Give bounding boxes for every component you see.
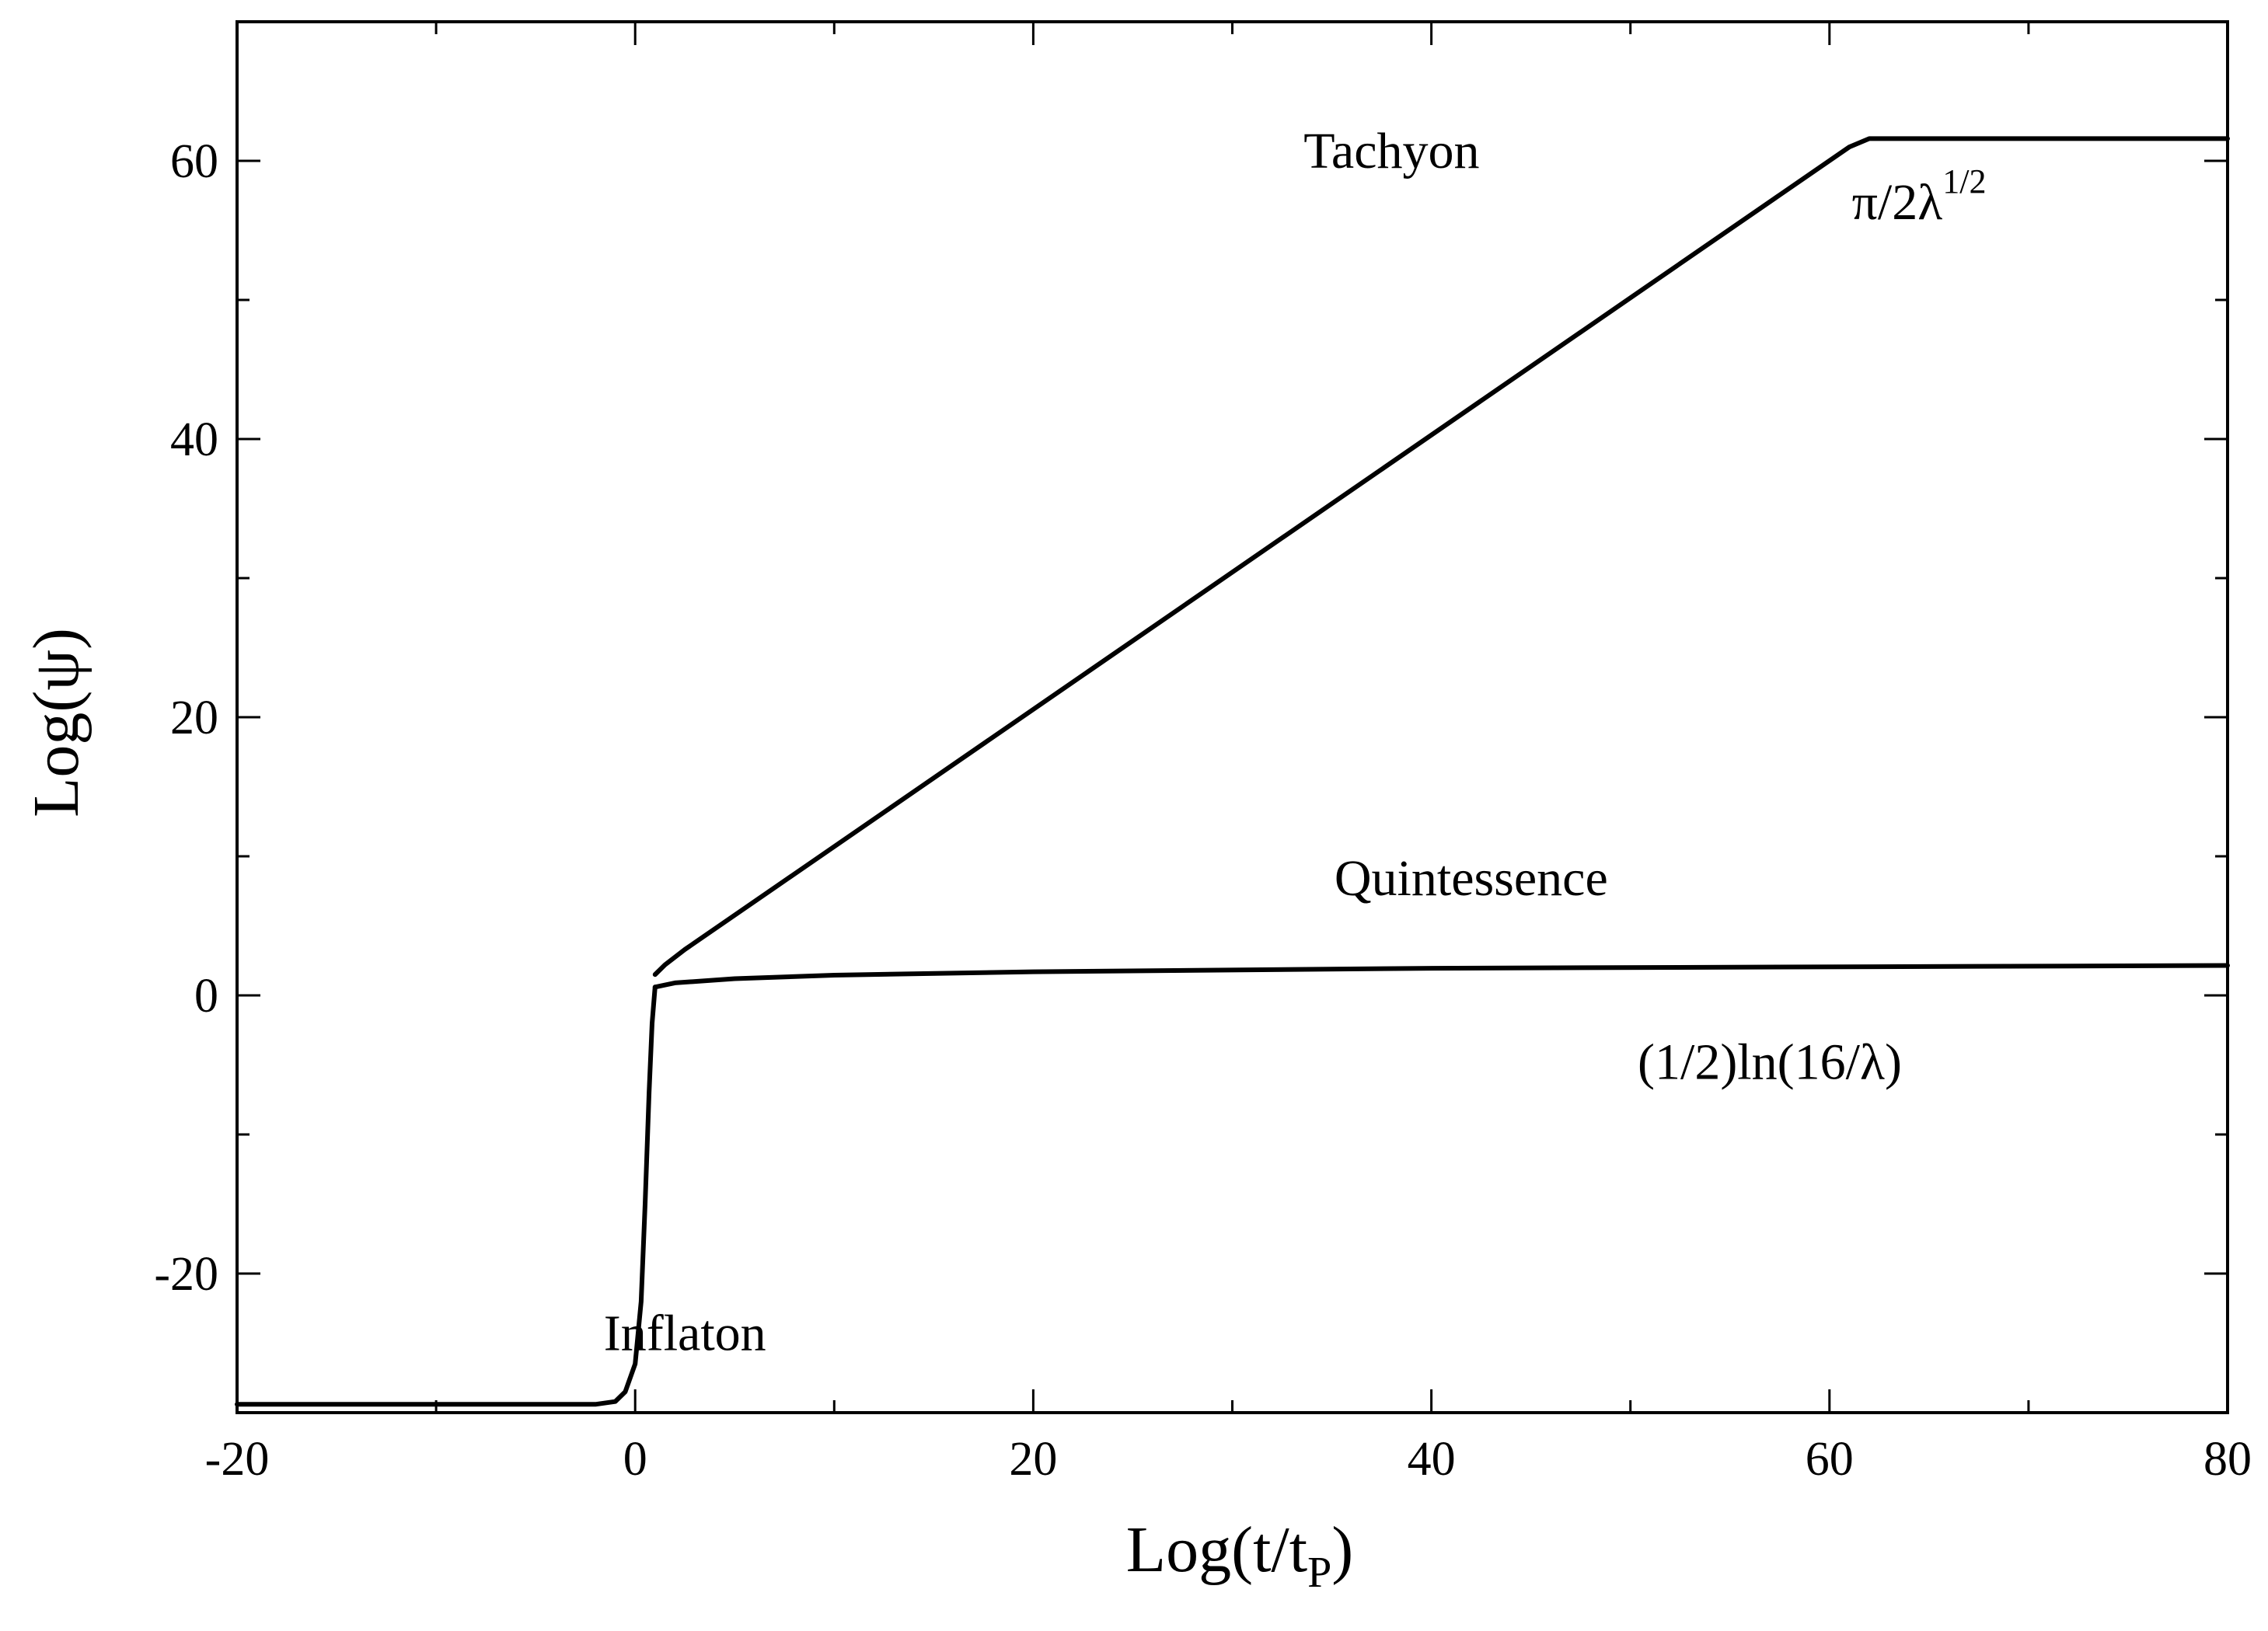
series-line-tachyon (652, 136, 2230, 978)
y-tick-label: -20 (154, 1248, 218, 1301)
y-tick-label: 40 (170, 413, 218, 466)
x-axis-title: Log(t/tP) (1126, 1514, 1353, 1597)
series-line-quintessence (652, 963, 2230, 990)
series-line-inflaton (235, 985, 658, 1407)
x-axis-title-close: ) (1331, 1514, 1353, 1586)
annotation-quintessence: Quintessence (1335, 850, 1608, 907)
minor-ticks (237, 22, 2228, 1413)
x-tick-label: 40 (1408, 1433, 1456, 1486)
annotation-asymptote-tachyon: π/2λ1/2 (1852, 162, 1987, 231)
x-tick-label: 60 (1806, 1433, 1854, 1486)
x-tick-label: 80 (2203, 1433, 2252, 1486)
annotation-tachyon: Tachyon (1303, 123, 1479, 179)
series-layer (235, 136, 2230, 1407)
x-axis-title-subscript: P (1307, 1549, 1331, 1597)
y-tick-label: 20 (170, 692, 218, 744)
annotations: Tachyon π/2λ1/2 Quintessence (1/2)ln(16/λ) I… (604, 123, 1987, 1361)
x-axis-title-main: Log(t/t (1126, 1514, 1307, 1586)
annotation-inflaton: Inflaton (604, 1305, 766, 1361)
y-tick-label: 60 (170, 135, 218, 188)
plot-frame (236, 20, 2229, 1414)
annotation-asymptote-quintessence: (1/2)ln(16/λ) (1638, 1033, 1902, 1090)
y-axis-title: Log(ψ) (20, 628, 92, 817)
tick-labels: -20 0 20 40 60 80 -20 0 20 40 60 (154, 135, 2252, 1486)
y-tick-label: 0 (194, 970, 218, 1023)
x-tick-label: -20 (205, 1433, 270, 1486)
x-tick-label: 20 (1009, 1433, 1057, 1486)
x-tick-label: 0 (623, 1433, 647, 1486)
